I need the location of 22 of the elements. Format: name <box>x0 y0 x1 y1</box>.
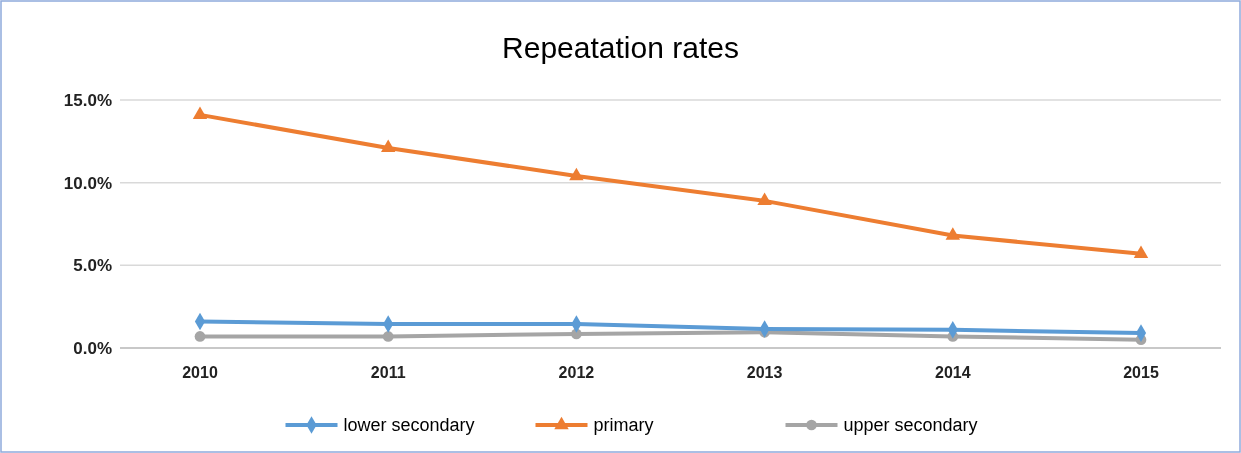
legend-label: upper secondary <box>843 415 978 435</box>
point <box>1133 245 1149 258</box>
y-tick-label: 0.0% <box>73 339 112 358</box>
chart-title: Repeatation rates <box>502 31 739 64</box>
x-tick-label: 2011 <box>370 364 406 381</box>
point <box>380 139 396 153</box>
legend-label: primary <box>593 415 654 435</box>
x-tick-label: 2015 <box>1123 364 1159 381</box>
point <box>945 227 961 240</box>
y-tick-label: 15.0% <box>63 91 112 110</box>
y-tick-label: 10.0% <box>63 173 112 193</box>
point <box>194 331 206 342</box>
x-tick-label: 2012 <box>558 364 595 381</box>
point <box>569 167 584 181</box>
x-tick-label: 2014 <box>935 364 971 381</box>
point <box>757 192 772 206</box>
point <box>192 106 208 120</box>
y-tick-label: 5.0% <box>73 256 112 276</box>
x-tick-label: 2013 <box>746 364 783 381</box>
point <box>382 331 394 342</box>
x-tick-label: 2010 <box>182 364 218 381</box>
legend-label: lower secondary <box>343 415 475 435</box>
